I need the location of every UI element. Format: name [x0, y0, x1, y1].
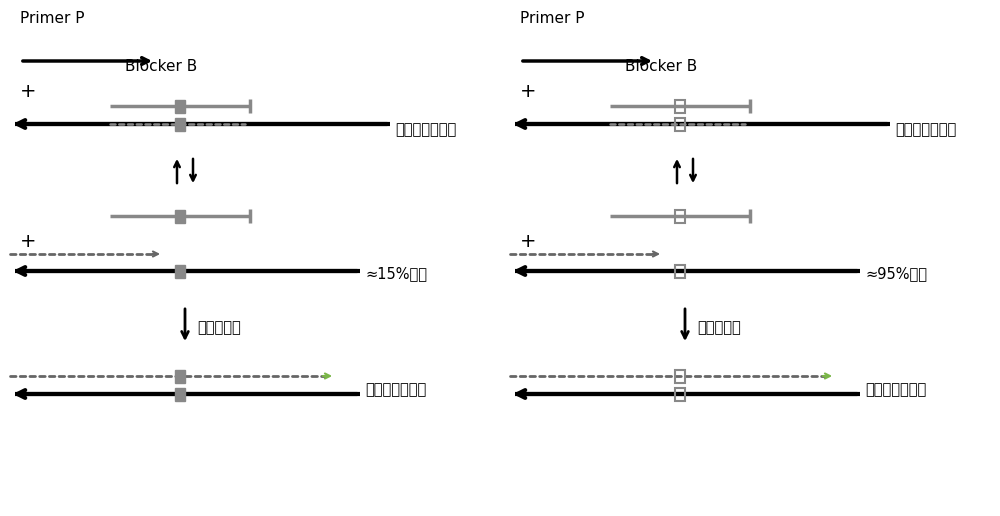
- Bar: [175, 369, 185, 382]
- Bar: [675, 388, 685, 400]
- Text: 突变型扩增产物: 突变型扩增产物: [865, 382, 926, 397]
- Text: 野生型扩增产物: 野生型扩增产物: [365, 382, 426, 397]
- Bar: [675, 100, 685, 112]
- Text: Primer P: Primer P: [520, 11, 584, 26]
- Bar: [675, 265, 685, 278]
- Text: 聚合酶延伸: 聚合酶延伸: [197, 320, 241, 335]
- Bar: [675, 118, 685, 131]
- Bar: [175, 209, 185, 222]
- Text: 聚合酖延伸: 聚合酖延伸: [697, 320, 741, 335]
- Bar: [675, 369, 685, 382]
- Text: 突变型核酸样本: 突变型核酸样本: [895, 122, 956, 137]
- Bar: [175, 265, 185, 278]
- Bar: [675, 209, 685, 222]
- Text: ≈95%产量: ≈95%产量: [865, 266, 927, 282]
- Text: 野生型核酸样本: 野生型核酸样本: [395, 122, 456, 137]
- Bar: [175, 118, 185, 131]
- Text: Primer P: Primer P: [20, 11, 84, 26]
- Text: Blocker B: Blocker B: [625, 59, 697, 74]
- Text: Blocker B: Blocker B: [125, 59, 197, 74]
- Bar: [175, 388, 185, 400]
- Text: +: +: [20, 82, 36, 101]
- Text: ≈15%产量: ≈15%产量: [365, 266, 427, 282]
- Text: +: +: [520, 82, 536, 101]
- Bar: [175, 100, 185, 112]
- Text: +: +: [520, 232, 536, 250]
- Text: +: +: [20, 232, 36, 250]
